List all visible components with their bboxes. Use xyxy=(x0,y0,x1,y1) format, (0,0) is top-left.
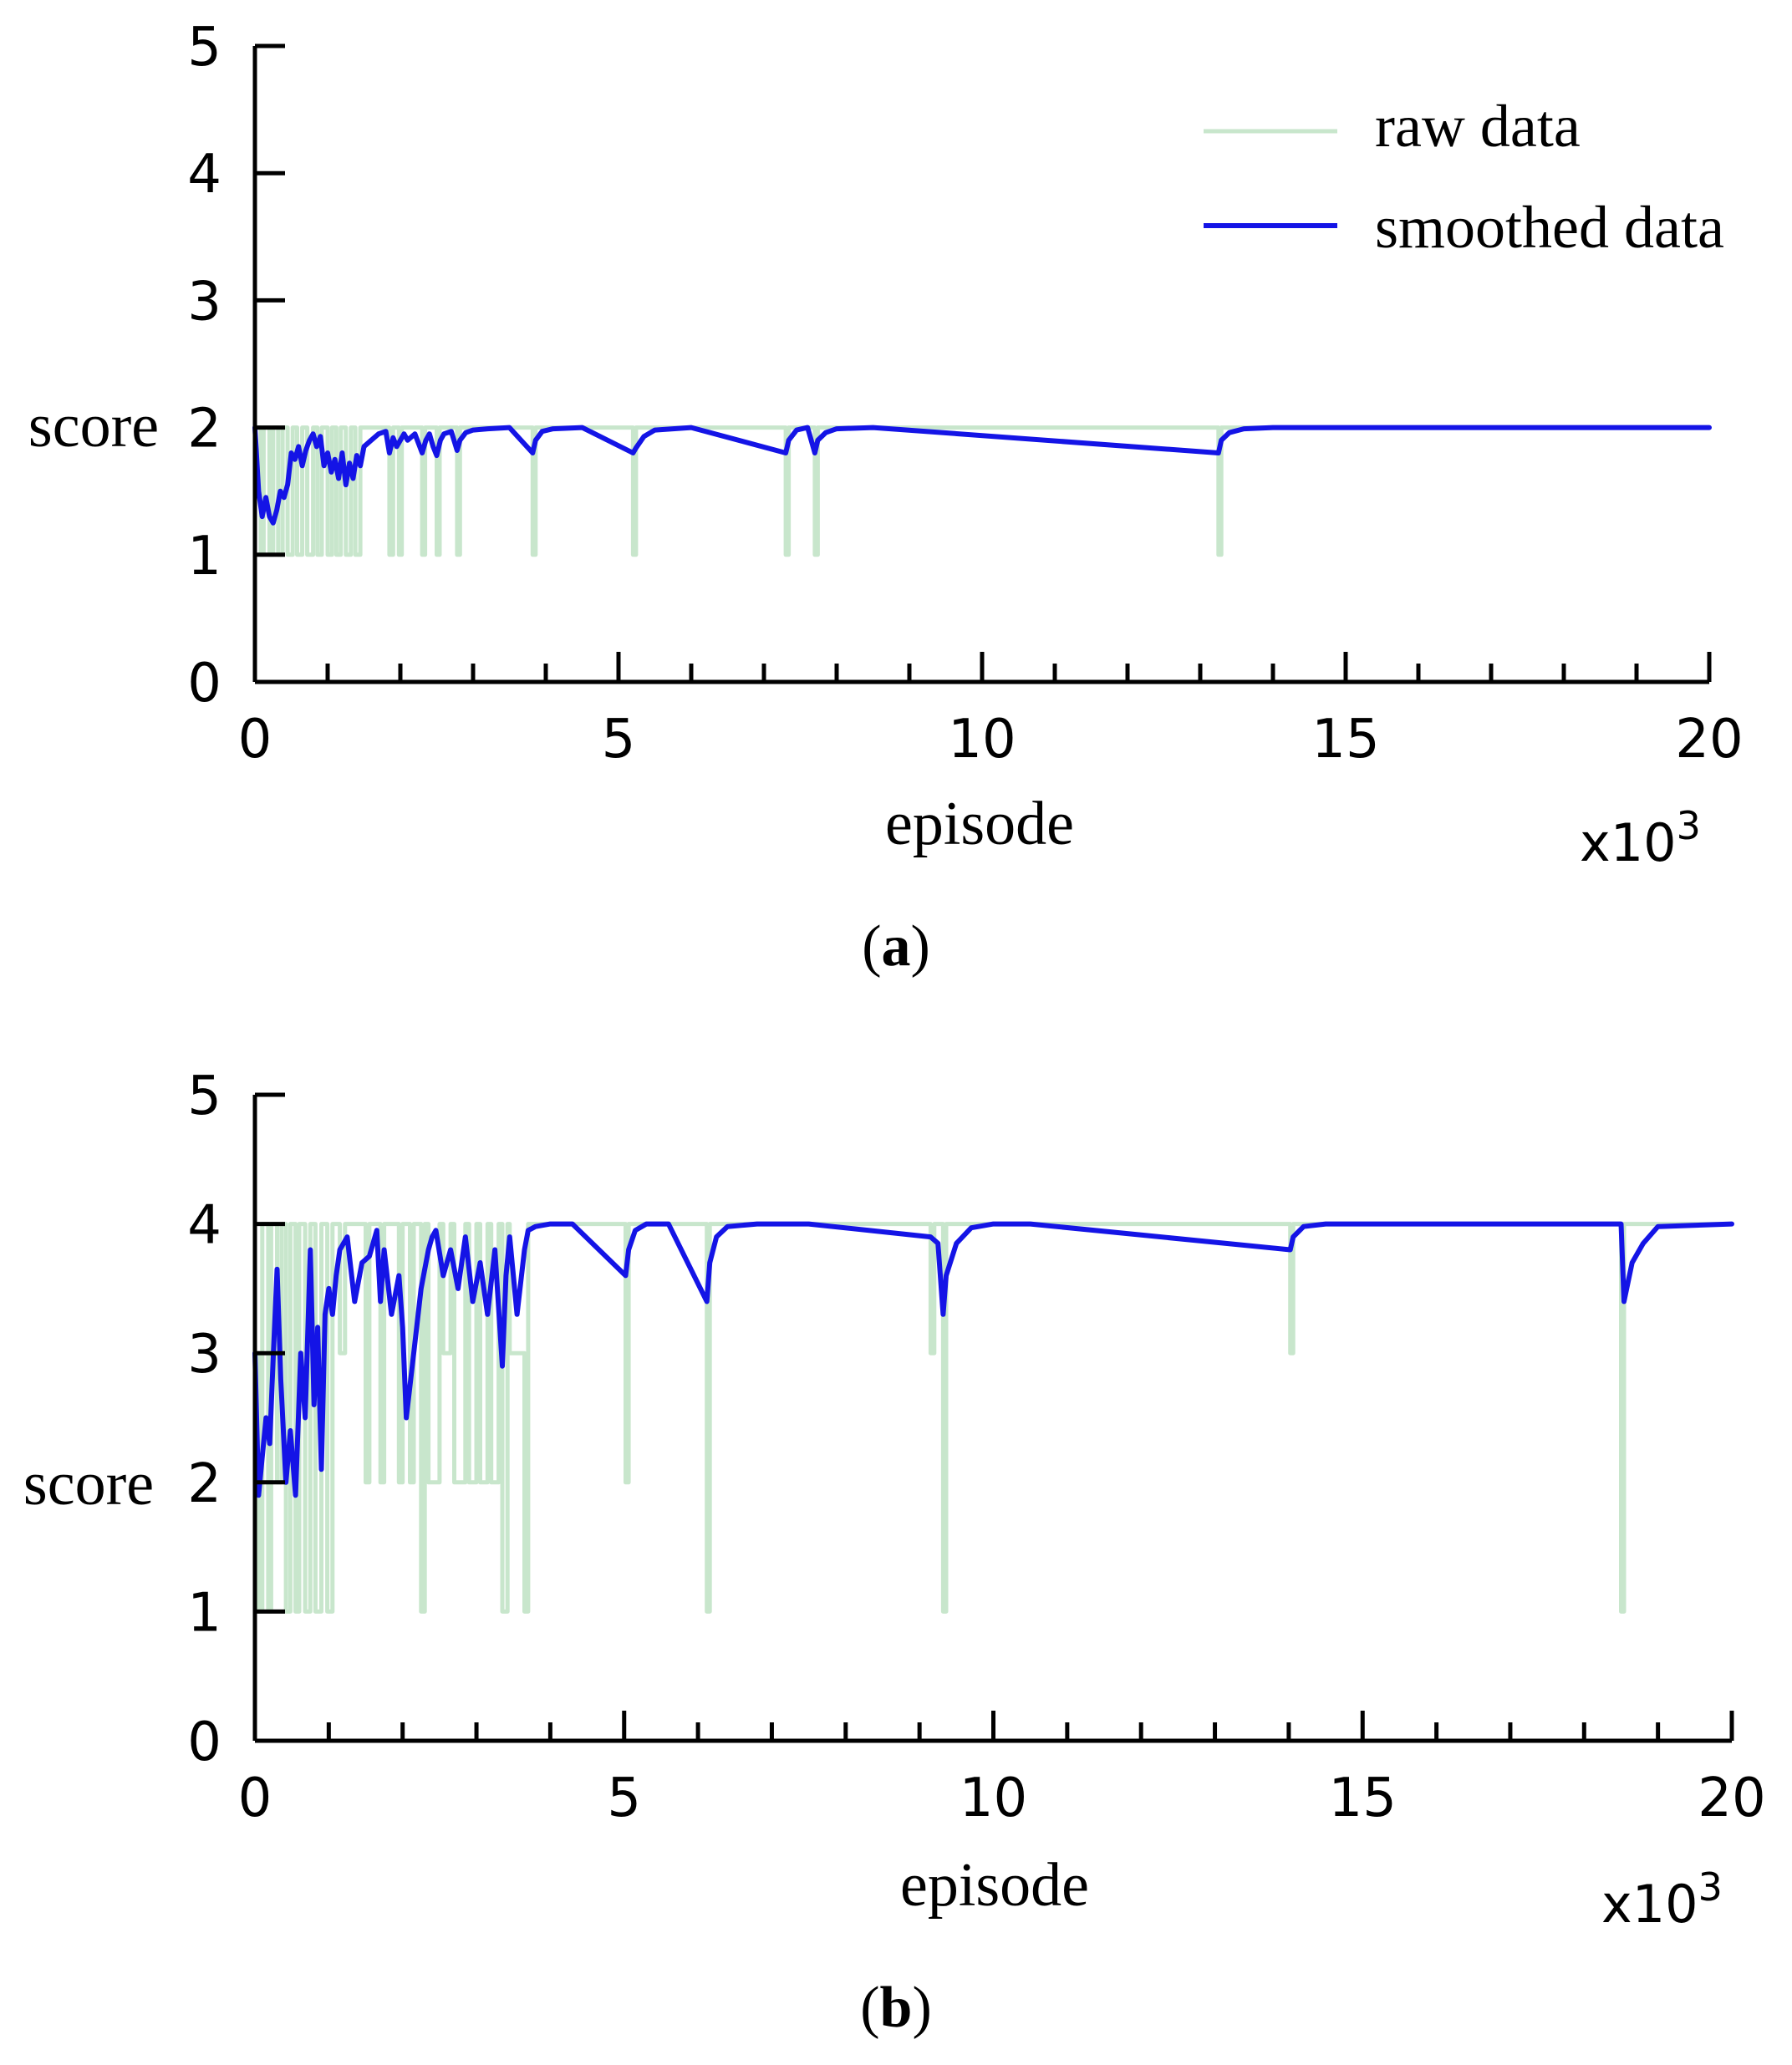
raw-data-series xyxy=(255,425,1709,557)
y-tick-label: 5 xyxy=(187,1066,221,1127)
x-axis-label: episode xyxy=(900,1851,1089,1920)
smoothed-data-line-a xyxy=(252,425,1712,526)
x-scale-label: x103 xyxy=(1580,803,1701,873)
x-tick-label: 0 xyxy=(238,1767,272,1829)
axes-b: 0 1 2 3 4 5 0 5 10 15 20 xyxy=(187,1066,1765,1829)
y-tick-label: 0 xyxy=(187,653,221,715)
y-axis-label: score xyxy=(23,1450,154,1518)
x-tick-label: 20 xyxy=(1698,1767,1765,1829)
raw-data-line-a xyxy=(255,425,1709,557)
axes-a: 0 1 2 3 4 5 0 5 10 15 20 xyxy=(187,17,1743,771)
y-tick-label: 1 xyxy=(187,1582,221,1644)
y-tick-label: 1 xyxy=(187,526,221,587)
x-axis-label: episode xyxy=(885,790,1074,858)
y-tick-label: 3 xyxy=(187,1324,221,1386)
x-tick-label: 5 xyxy=(607,1767,641,1829)
caption-letter-a: a xyxy=(882,914,911,979)
x-tick-label: 5 xyxy=(602,709,636,771)
y-tick-label: 0 xyxy=(187,1712,221,1773)
y-tick-label: 5 xyxy=(187,17,221,79)
x-scale-label: x103 xyxy=(1601,1864,1723,1935)
x-tick-label: 15 xyxy=(1329,1767,1397,1829)
caption-letter-b: b xyxy=(880,1976,913,2040)
legend-smoothed-label: smoothed data xyxy=(1375,194,1724,261)
caption-a: (a) xyxy=(862,914,930,979)
x-tick-label: 20 xyxy=(1675,709,1743,771)
x-scale-base: x10 xyxy=(1601,1874,1698,1935)
x-scale-exponent: 3 xyxy=(1677,803,1701,848)
caption-b: (b) xyxy=(860,1976,932,2040)
y-axis-label: score xyxy=(28,392,159,460)
smoothed-data-series xyxy=(252,425,1712,526)
y-tick-label: 4 xyxy=(187,144,221,206)
smoothed-data-series xyxy=(252,1221,1734,1498)
x-scale-base: x10 xyxy=(1580,812,1677,873)
smoothed-data-line-b xyxy=(252,1221,1734,1498)
x-scale-exponent: 3 xyxy=(1698,1864,1723,1910)
y-tick-label: 3 xyxy=(187,271,221,333)
raw-data-series xyxy=(255,1222,1732,1614)
x-tick-label: 10 xyxy=(960,1767,1027,1829)
legend-raw-label: raw data xyxy=(1375,93,1581,160)
y-tick-label: 4 xyxy=(187,1195,221,1257)
y-tick-label: 2 xyxy=(187,1453,221,1515)
x-tick-label: 15 xyxy=(1311,709,1379,771)
x-tick-label: 10 xyxy=(948,709,1016,771)
legend: raw data smoothed data xyxy=(1204,93,1724,261)
raw-data-line-b xyxy=(255,1222,1732,1614)
x-tick-label: 0 xyxy=(238,709,272,771)
y-tick-label: 2 xyxy=(187,399,221,460)
